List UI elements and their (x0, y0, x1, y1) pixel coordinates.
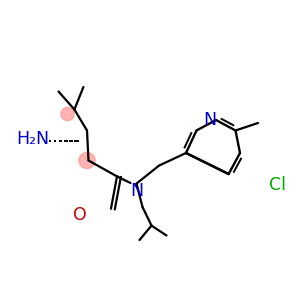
Circle shape (61, 107, 74, 121)
Circle shape (79, 152, 95, 169)
Text: N: N (203, 111, 217, 129)
Text: N: N (130, 182, 143, 200)
Text: H₂N: H₂N (16, 130, 50, 148)
Text: O: O (73, 206, 86, 224)
Text: Cl: Cl (268, 176, 286, 194)
